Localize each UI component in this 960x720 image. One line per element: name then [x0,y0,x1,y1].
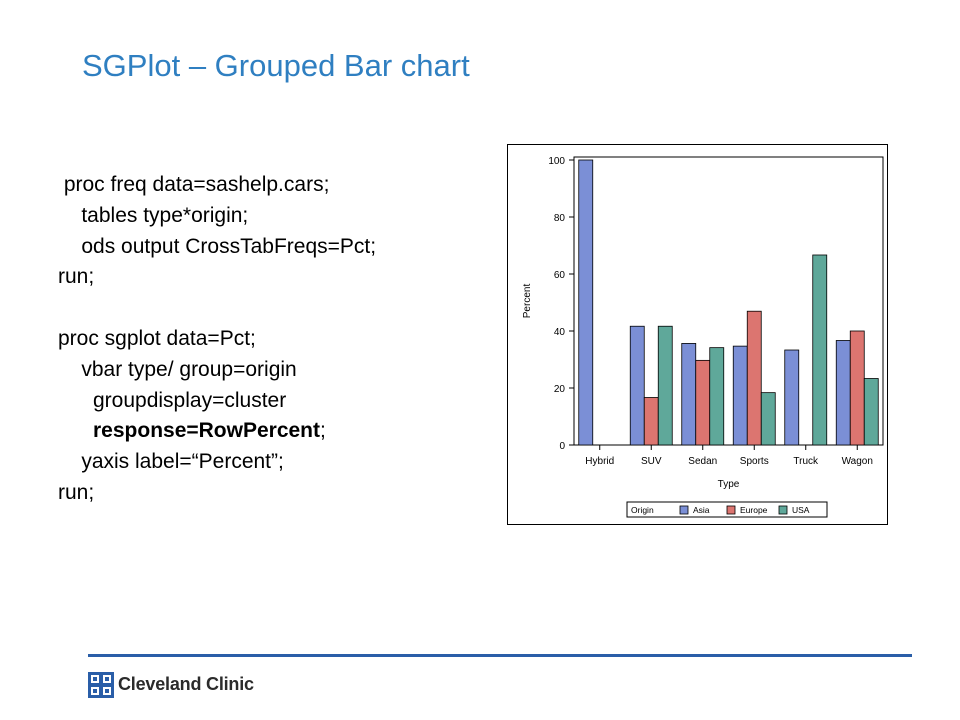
code-line: run; [58,262,376,293]
code-line: tables type*origin; [58,201,376,232]
code-segment: tables type*origin; [58,203,249,227]
code-line: vbar type/ group=origin [58,355,376,386]
code-line: proc freq data=sashelp.cars; [58,170,376,201]
code-line: run; [58,478,376,509]
legend-swatch-asia [679,505,689,515]
legend-swatch-usa [778,505,788,515]
code-line [58,293,376,324]
code-segment: response=RowPercent [58,419,321,443]
bar-asia [732,345,748,446]
bar-usa [709,347,725,446]
bar-asia [629,325,645,446]
cleveland-clinic-cross-icon [88,672,114,698]
code-segment: run; [58,480,95,504]
code-line: ods output CrossTabFreqs=Pct; [58,232,376,263]
y-tick-label: 80 [554,213,566,224]
bar-asia [681,343,697,446]
chart-svg: 0 20 40 60 80 100 Percent Hybrid SUV Sedan Sports T… [522,156,884,518]
bar-europe [695,359,711,446]
code-segment: run; [58,265,95,289]
bar-europe [746,310,762,446]
code-line: response=RowPercent; [58,416,376,447]
logo-text: Cleveland Clinic [118,674,254,694]
y-tick-label: 100 [548,156,565,167]
y-tick-label: 20 [554,384,566,395]
x-tick-label: Sedan [688,456,717,467]
y-tick-label: 0 [559,441,565,452]
y-tick-label: 60 [554,270,566,281]
legend-entry-asia: Asia [693,505,710,515]
code-segment: ods output CrossTabFreqs=Pct; [58,234,377,258]
code-line: proc sgplot data=Pct; [58,324,376,355]
code-segment: vbar type/ group=origin [58,357,297,381]
x-axis-label: Type [718,479,740,490]
code-block: proc freq data=sashelp.cars; tables type… [58,170,376,509]
slide-title: SGPlot – Grouped Bar chart [82,48,470,83]
bar-europe [849,330,865,446]
legend-entry-usa: USA [792,505,810,515]
code-segment: proc sgplot data=Pct; [58,326,256,350]
y-tick-label: 40 [554,327,566,338]
x-tick-label: Truck [793,456,819,467]
bar-europe [643,397,659,446]
legend-title: Origin [631,505,654,515]
legend-entry-europe: Europe [740,505,768,515]
bar-usa [760,392,776,446]
x-tick-label: Sports [740,456,769,467]
plot-area [573,156,884,446]
code-segment: ; [320,419,326,443]
bar-asia [835,340,851,446]
bar-usa [657,325,673,446]
y-axis-label: Percent [522,284,533,319]
bar-usa [812,254,828,446]
code-segment: proc freq data=sashelp.cars; [58,173,330,196]
x-tick-label: Hybrid [585,456,614,467]
legend-swatch-europe [726,505,736,515]
code-segment: yaxis label=“Percent”; [58,450,284,474]
x-tick-label: SUV [641,456,662,467]
x-tick-label: Wagon [842,456,873,467]
bar-usa [863,378,879,446]
grouped-bar-chart: 0 20 40 60 80 100 Percent Hybrid SUV Sedan Sports T… [507,144,888,525]
code-segment: groupdisplay=cluster [58,388,287,412]
footer-rule [88,654,912,657]
bar-asia [578,159,594,446]
code-line: yaxis label=“Percent”; [58,447,376,478]
bar-asia [784,349,800,446]
code-line: groupdisplay=cluster [58,386,376,417]
